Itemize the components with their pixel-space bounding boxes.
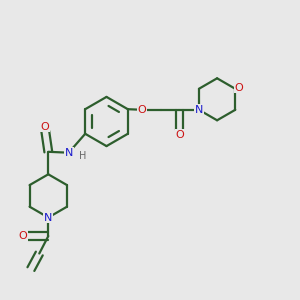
Text: N: N (195, 105, 203, 115)
Text: N: N (44, 212, 52, 223)
Text: N: N (64, 148, 73, 158)
Text: O: O (175, 130, 184, 140)
Text: O: O (40, 122, 50, 132)
Text: O: O (235, 82, 243, 93)
Text: O: O (19, 231, 28, 241)
Text: O: O (138, 105, 147, 115)
Text: H: H (80, 151, 87, 161)
Text: N: N (195, 105, 203, 115)
